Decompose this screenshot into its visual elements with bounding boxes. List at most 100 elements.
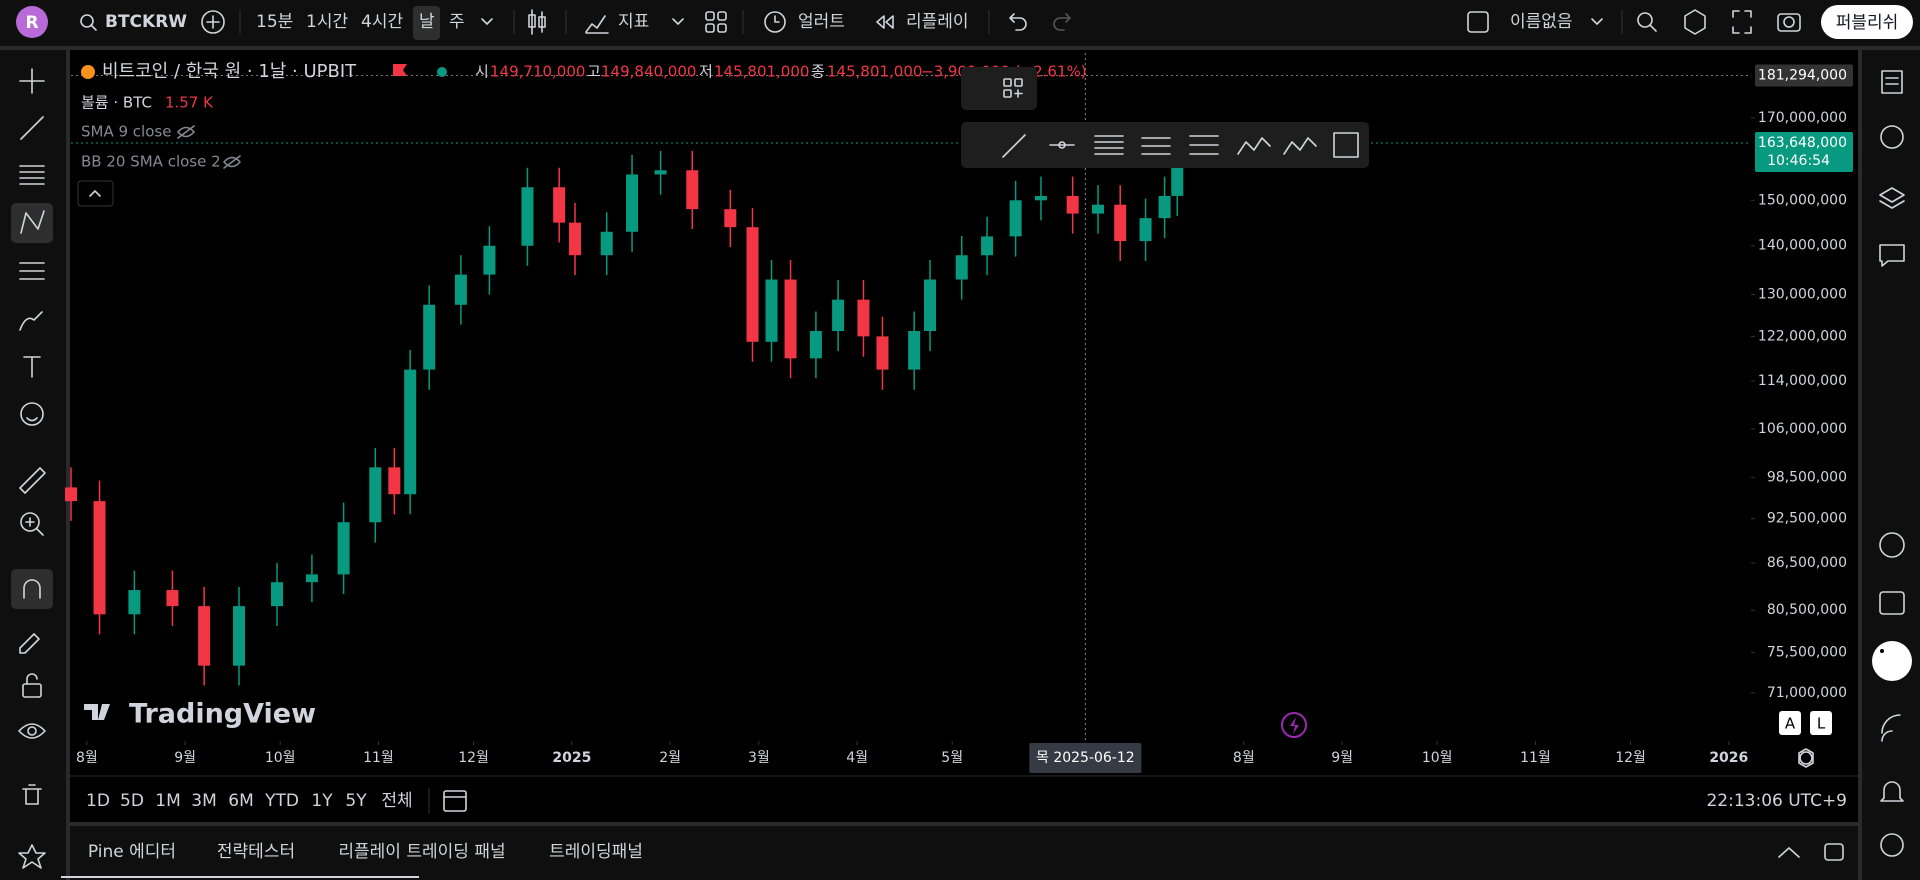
candle-body [454,274,467,305]
interval-menu[interactable] [481,18,493,25]
interval-active[interactable]: 날 [419,12,435,32]
emoji-tool[interactable] [20,402,44,426]
favorites[interactable] [18,844,46,869]
tool[interactable] [1094,135,1124,155]
auto-scale-btn[interactable] [1779,711,1801,735]
tool[interactable] [1189,135,1219,155]
publish-button[interactable] [1821,5,1913,39]
magnet-tool[interactable] [23,579,41,599]
log-scale[interactable]: L [1817,715,1826,733]
tab[interactable]: 전략테스터 [217,842,295,862]
events-icon[interactable] [1281,712,1307,738]
snapshot[interactable] [1777,13,1801,32]
range[interactable]: 1Y [311,791,333,811]
tool[interactable] [1002,134,1026,158]
indicators[interactable]: 지표 [618,12,649,32]
text-tool[interactable] [23,356,41,378]
interval[interactable]: 1시간 [306,12,348,32]
avatar[interactable] [16,6,48,38]
tool[interactable] [1333,132,1359,158]
fib-tool[interactable] [19,165,45,185]
tool[interactable] [1141,137,1171,155]
range[interactable]: 1M [155,791,180,811]
zoom-tool[interactable] [20,512,44,536]
trendline-tool[interactable] [20,116,44,140]
lock-tool[interactable] [22,673,42,698]
tool[interactable] [1237,137,1271,155]
collapse-button[interactable] [77,180,114,207]
tool[interactable] [1049,141,1075,149]
stay-drawing[interactable] [19,633,40,654]
range[interactable]: 6M [228,791,253,811]
range[interactable]: YTD [264,791,299,811]
layout-icon[interactable] [1467,11,1489,33]
tab[interactable]: Pine 에디터 [88,842,176,862]
ohlc-value: 145,801,000 [714,63,809,81]
maximize-panel[interactable] [1824,843,1844,861]
candle [600,212,613,276]
goto-date[interactable] [443,790,467,812]
hide-tool[interactable] [18,723,46,739]
tab[interactable]: 리플레이 트레이딩 패널 [338,842,505,862]
range[interactable]: 전체 [381,791,412,811]
streams[interactable] [1881,714,1901,742]
quick-search[interactable] [1637,12,1657,32]
watchlist[interactable] [1881,70,1903,94]
undo[interactable] [1009,13,1027,31]
templates[interactable] [705,11,727,33]
candle-body [600,231,613,256]
range[interactable]: 5Y [345,791,367,811]
interval[interactable]: 주 [449,12,465,32]
replay-icon[interactable] [876,15,894,29]
settings[interactable] [1684,9,1706,35]
range[interactable]: 1D [86,791,110,811]
calendar[interactable] [1879,591,1905,615]
redo[interactable] [1053,13,1071,31]
brush-tool[interactable] [19,311,43,331]
indicators-menu[interactable] [672,18,684,25]
auto-scale[interactable]: A [1785,715,1796,733]
forecast-tool[interactable] [19,262,45,280]
help[interactable] [1880,833,1904,857]
candle-body [1092,204,1105,214]
alerts-panel[interactable] [1880,125,1904,149]
x-tick-label: 2월 [659,750,681,766]
range[interactable]: 5D [120,791,144,811]
tool[interactable] [1283,137,1317,155]
chat[interactable] [1879,244,1905,267]
range[interactable]: 3M [191,791,216,811]
hidden-icon[interactable] [223,155,241,169]
ideas[interactable] [1879,532,1905,558]
publish[interactable]: 퍼블리쉬 [1836,13,1899,33]
search-icon[interactable] [80,14,97,31]
log-scale-btn[interactable] [1810,711,1832,735]
candle [809,311,822,379]
pattern-tool[interactable] [20,210,45,234]
alert[interactable]: 얼러트 [798,12,845,32]
crosshair-tool[interactable] [19,68,45,94]
replay[interactable]: 리플레이 [906,12,969,32]
interval[interactable]: 15분 [256,12,293,32]
axis-settings[interactable] [1798,748,1814,768]
layout-name[interactable]: 이름없음 [1510,12,1573,32]
expand-panel[interactable] [1778,847,1800,858]
object-tree[interactable] [1879,187,1905,209]
chart-type[interactable] [528,9,546,35]
clock[interactable]: 22:13:06 UTC+9 [1706,791,1847,811]
flag[interactable] [393,64,407,76]
tab[interactable]: 트레이딩패널 [549,842,643,862]
alert-icon[interactable] [764,11,786,33]
favorites-icon[interactable] [1003,78,1023,98]
symbol[interactable]: BTCKRW [105,12,187,32]
interval[interactable]: 4시간 [361,12,403,32]
products[interactable] [1872,641,1912,681]
hidden-icon[interactable] [177,125,195,139]
indicators-icon[interactable] [585,15,609,34]
candle-body [337,522,350,575]
measure-tool[interactable] [19,467,46,494]
delete-tool[interactable] [22,784,42,805]
fullscreen[interactable] [1732,10,1752,34]
notifications[interactable] [1880,781,1904,802]
add-symbol[interactable] [201,10,225,34]
layout-menu[interactable] [1591,18,1603,25]
